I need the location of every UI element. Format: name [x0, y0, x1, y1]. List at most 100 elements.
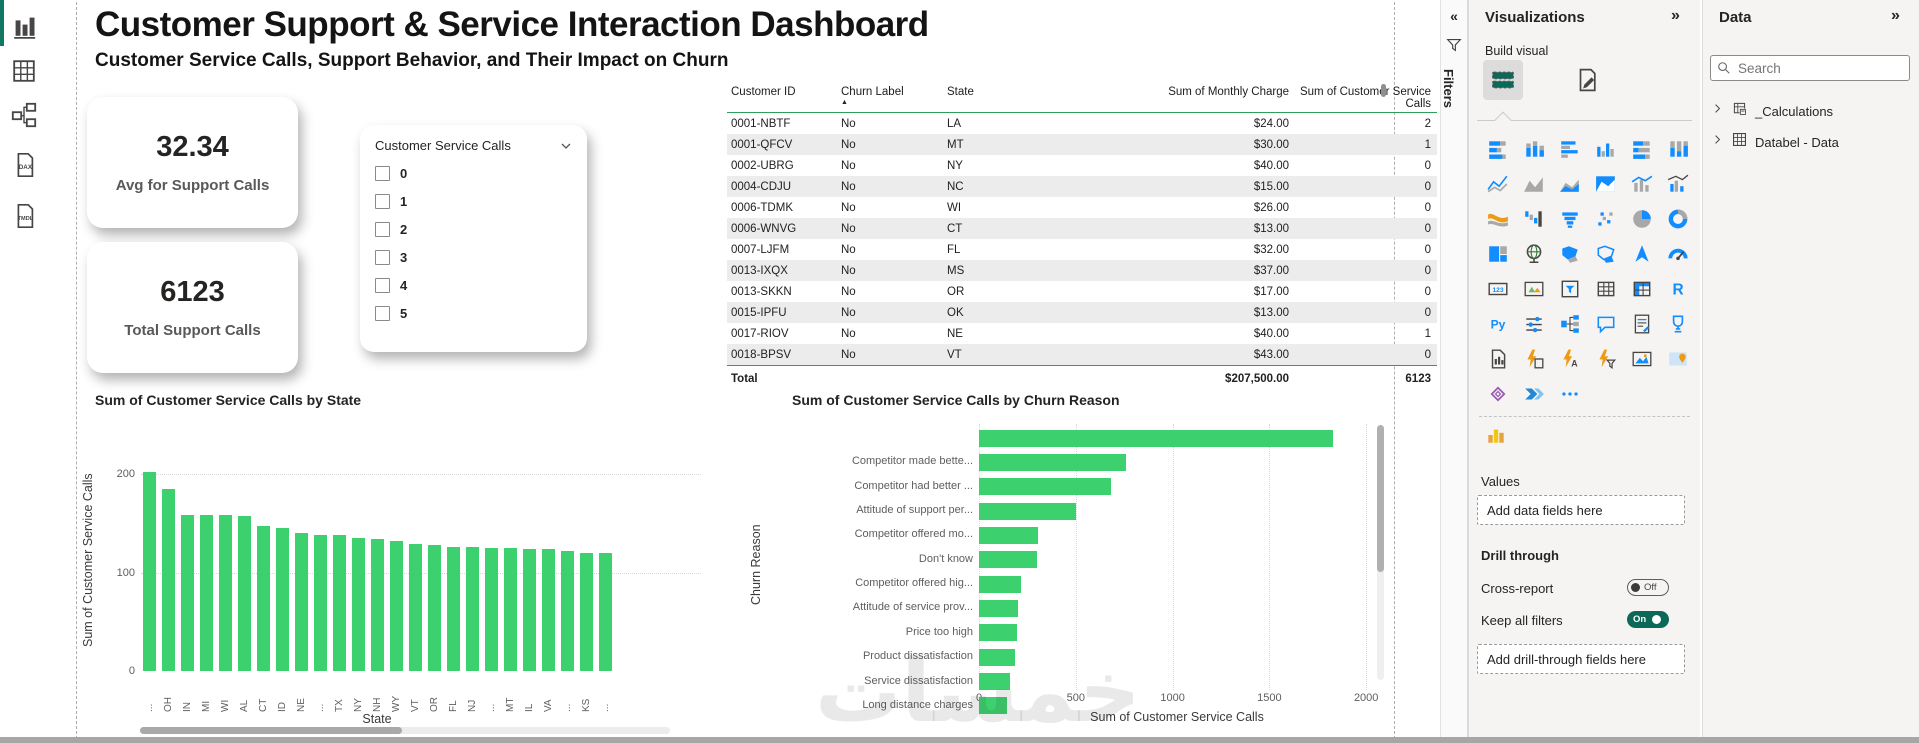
table-row[interactable]: 0004-CDJU No NC $15.00 0: [727, 176, 1437, 197]
checkbox[interactable]: [375, 305, 390, 321]
bar-NH[interactable]: [371, 539, 384, 671]
bar-Competitor offered mo...[interactable]: [979, 526, 1039, 544]
model-view-button[interactable]: [10, 101, 38, 129]
drill-through-field-well[interactable]: Add drill-through fields here: [1477, 644, 1685, 674]
table-row[interactable]: 0006-WNVG No CT $13.00 0: [727, 218, 1437, 239]
bar-Attitude of support per...[interactable]: [979, 502, 1076, 520]
collapse-pane-icon[interactable]: »: [1891, 7, 1900, 24]
table-row[interactable]: 0015-IPFU No OK $13.00 0: [727, 302, 1437, 323]
table-scrollbar-thumb[interactable]: [1381, 84, 1386, 97]
treemap-icon[interactable]: [1480, 236, 1516, 271]
bar-...[interactable]: [599, 552, 612, 671]
column-header[interactable]: Customer ID: [727, 81, 841, 113]
table-row[interactable]: 0013-SKKN No OR $17.00 0: [727, 281, 1437, 302]
shape-map-icon[interactable]: [1588, 236, 1624, 271]
bar-NJ[interactable]: [466, 546, 479, 671]
power-automate-visual-icon[interactable]: A: [1552, 341, 1588, 376]
bar-Attitude of service prov...[interactable]: [979, 599, 1018, 617]
area-chart-icon[interactable]: [1516, 166, 1552, 201]
image-visual-icon[interactable]: [1624, 341, 1660, 376]
column-header[interactable]: Sum of Monthly Charge: [1023, 81, 1295, 113]
bar-Service dissatisfaction[interactable]: [979, 673, 1010, 690]
chevron-right-icon[interactable]: [1711, 133, 1724, 151]
smart-narrative-icon[interactable]: [1624, 306, 1660, 341]
chart-scrollbar-thumb[interactable]: [140, 727, 402, 734]
kpi-icon[interactable]: [1516, 271, 1552, 306]
kpi-card-avg-support-calls[interactable]: 32.34 Avg for Support Calls: [87, 97, 298, 228]
report-view-button[interactable]: [10, 12, 38, 40]
funnel-chart-icon[interactable]: [1552, 201, 1588, 236]
100-stacked-bar-chart-icon[interactable]: [1624, 131, 1660, 166]
checkbox[interactable]: [375, 165, 390, 181]
power-apps-visual-icon[interactable]: [1516, 341, 1552, 376]
donut-chart-icon[interactable]: [1660, 201, 1696, 236]
bar-chart-calls-by-state[interactable]: Sum of Customer Service Calls by State S…: [77, 390, 732, 737]
keep-all-filters-toggle[interactable]: On: [1627, 611, 1669, 628]
slicer-option-1[interactable]: 1: [375, 187, 572, 215]
smart-filter-icon[interactable]: [1516, 306, 1552, 341]
stacked-bar-chart-icon[interactable]: [1480, 131, 1516, 166]
collapse-pane-icon[interactable]: »: [1671, 7, 1680, 24]
bar-FL[interactable]: [447, 546, 460, 671]
clustered-column-chart-icon[interactable]: [1588, 131, 1624, 166]
slicer-icon[interactable]: [1552, 271, 1588, 306]
chevron-down-icon[interactable]: [560, 140, 572, 152]
search-input[interactable]: [1736, 59, 1900, 77]
bar-...[interactable]: [485, 547, 498, 671]
chart-scrollbar-track[interactable]: [140, 727, 670, 734]
bar-IN[interactable]: [181, 515, 194, 671]
matrix-icon[interactable]: [1624, 271, 1660, 306]
bar-VA[interactable]: [542, 548, 555, 671]
stacked-column-chart-icon[interactable]: [1516, 131, 1552, 166]
ribbon-chart-icon[interactable]: [1480, 201, 1516, 236]
table-row[interactable]: 0013-IXQX No MS $37.00 0: [727, 260, 1437, 281]
cross-report-toggle[interactable]: Off: [1627, 579, 1669, 596]
bar-TX[interactable]: [333, 535, 346, 671]
bar-MT[interactable]: [504, 547, 517, 671]
table-visual[interactable]: Customer ID Churn Label ▲ State Sum of Month…: [727, 81, 1437, 391]
dax-query-view-button[interactable]: DAX: [10, 151, 38, 179]
python-visual-icon[interactable]: Py: [1480, 306, 1516, 341]
bar-blank[interactable]: [979, 429, 1334, 447]
line-chart-icon[interactable]: [1480, 166, 1516, 201]
dynamic-filter-icon[interactable]: [1588, 341, 1624, 376]
azure-map-icon[interactable]: [1624, 236, 1660, 271]
bar-Product dissatisfaction[interactable]: [979, 648, 1015, 666]
bar-Long distance charges[interactable]: [979, 697, 1008, 715]
bar-Price too high[interactable]: [979, 624, 1017, 642]
tmdl-view-button[interactable]: TMDL: [10, 202, 38, 230]
map-icon[interactable]: [1516, 236, 1552, 271]
card-icon[interactable]: 123: [1480, 271, 1516, 306]
table-row[interactable]: 0001-QFCV No MT $30.00 1: [727, 134, 1437, 155]
bar-chart-calls-by-churn-reason[interactable]: Sum of Customer Service Calls by Churn R…: [747, 390, 1409, 737]
bar-NE[interactable]: [295, 533, 308, 671]
waterfall-chart-icon[interactable]: [1516, 201, 1552, 236]
100-stacked-area-chart-icon[interactable]: [1588, 166, 1624, 201]
bar-WI[interactable]: [219, 515, 232, 671]
bar-Competitor made bette...[interactable]: [979, 453, 1127, 471]
bar-MI[interactable]: [200, 515, 213, 671]
stacked-area-chart-icon[interactable]: [1552, 166, 1588, 201]
r-script-visual-icon[interactable]: R: [1660, 271, 1696, 306]
scatter-chart-icon[interactable]: [1588, 201, 1624, 236]
table-row[interactable]: 0017-RIOV No NE $40.00 1: [727, 323, 1437, 344]
column-header[interactable]: Sum of Customer Service Calls: [1295, 81, 1437, 113]
slicer-option-2[interactable]: 2: [375, 215, 572, 243]
bar-AL[interactable]: [238, 516, 251, 671]
filled-map-icon[interactable]: [1552, 236, 1588, 271]
search-box[interactable]: [1710, 55, 1910, 81]
bar-OR[interactable]: [428, 544, 441, 671]
checkbox[interactable]: [375, 277, 390, 293]
slicer-option-4[interactable]: 4: [375, 271, 572, 299]
bar-Competitor offered hig...[interactable]: [979, 575, 1021, 593]
data-table-item--calculations[interactable]: _Calculations: [1711, 100, 1833, 122]
bar-Don't know[interactable]: [979, 551, 1038, 569]
bar-IL[interactable]: [523, 548, 536, 671]
table-row[interactable]: 0018-BPSV No VT $43.00 0: [727, 344, 1437, 366]
metrics-icon[interactable]: [1660, 306, 1696, 341]
table-row[interactable]: 0001-NBTF No LA $24.00 2: [727, 113, 1437, 135]
line-and-stacked-column-chart-icon[interactable]: [1624, 166, 1660, 201]
line-and-clustered-column-chart-icon[interactable]: [1660, 166, 1696, 201]
slicer-option-5[interactable]: 5: [375, 299, 572, 327]
checkbox[interactable]: [375, 221, 390, 237]
